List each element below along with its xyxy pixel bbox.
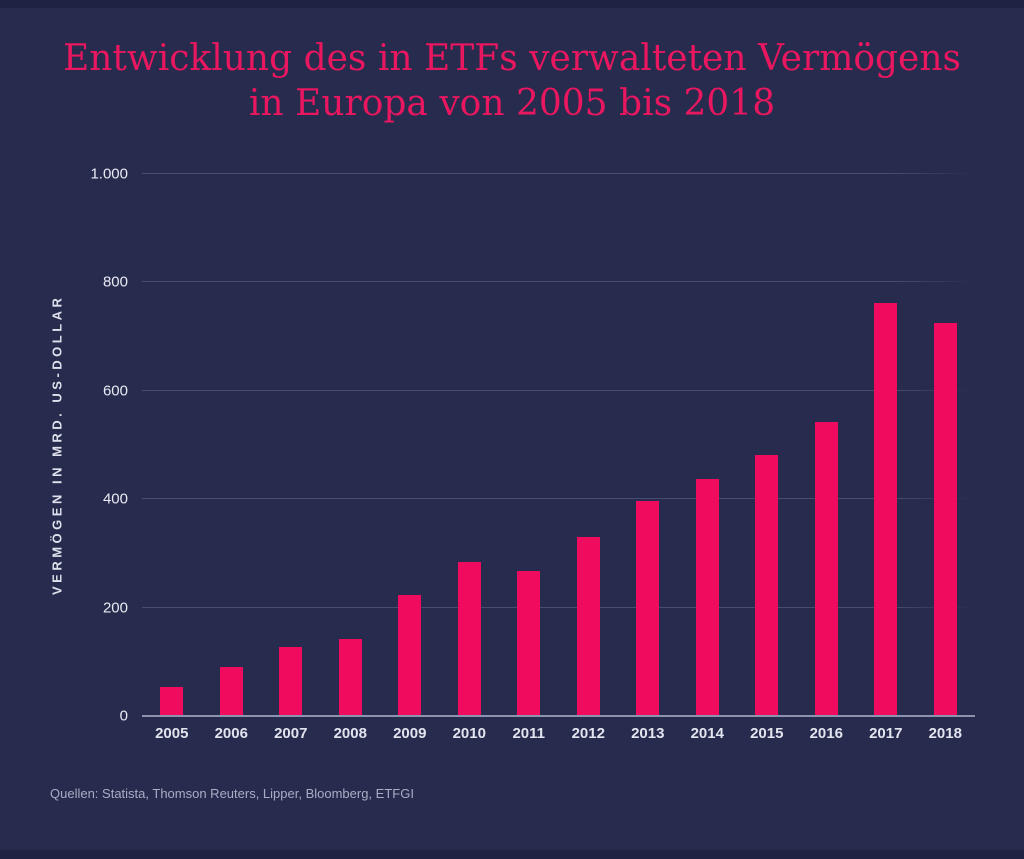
- y-tick-label: 400: [102, 490, 128, 508]
- y-tick-label: 1.000: [90, 165, 128, 183]
- x-tick-label-2011: 2011: [512, 725, 546, 742]
- bar-2013: [636, 501, 660, 716]
- bar-slot-2014: [678, 174, 738, 716]
- gridline: [142, 606, 975, 608]
- bar-2006: [219, 667, 243, 716]
- bar-2009: [398, 594, 422, 716]
- y-axis-ticks: 0 200 400 600 800 1.000: [0, 0, 128, 859]
- bar-2011: [517, 571, 541, 716]
- bar-2007: [279, 646, 303, 716]
- bar-slot-2010: [440, 174, 500, 716]
- bar-slot-2009: [380, 174, 440, 716]
- bar-2016: [814, 422, 838, 716]
- x-tick-label-2006: 2006: [214, 725, 248, 742]
- x-tick-label-2007: 2007: [274, 725, 308, 742]
- x-tick-label-2018: 2018: [928, 725, 962, 742]
- x-tick-label-2013: 2013: [631, 725, 665, 742]
- x-tick-label-2016: 2016: [809, 725, 843, 742]
- gridline: [142, 498, 975, 500]
- bar-2014: [695, 478, 719, 716]
- source-text: Quellen: Statista, Thomson Reuters, Lipp…: [50, 786, 414, 801]
- bar-slot-2017: [856, 174, 916, 716]
- bar-2017: [874, 303, 898, 716]
- bars: [142, 174, 975, 716]
- x-tick-label-2005: 2005: [155, 725, 189, 742]
- y-tick-label: 0: [119, 707, 128, 725]
- chart-title-line-1: Entwicklung des in ETFs verwalteten Verm…: [62, 38, 962, 79]
- x-tick-label-2008: 2008: [333, 725, 367, 742]
- x-axis-line: [142, 715, 975, 717]
- x-tick-label-2009: 2009: [393, 725, 427, 742]
- bar-slot-2005: [142, 174, 202, 716]
- plot-area: [142, 173, 975, 717]
- bar-2005: [160, 686, 184, 716]
- top-edge-band: [0, 0, 1024, 8]
- bar-slot-2012: [559, 174, 619, 716]
- gridline: [142, 389, 975, 391]
- y-tick-label: 600: [102, 382, 128, 400]
- bar-2015: [755, 455, 779, 716]
- gridline: [142, 173, 975, 174]
- bar-slot-2006: [202, 174, 262, 716]
- bar-slot-2011: [499, 174, 559, 716]
- bar-2008: [338, 638, 362, 716]
- x-tick-label-2014: 2014: [690, 725, 724, 742]
- bar-slot-2016: [797, 174, 857, 716]
- chart-title: Entwicklung des in ETFs verwalteten Verm…: [0, 36, 1024, 126]
- x-tick-label-2012: 2012: [571, 725, 605, 742]
- bar-slot-2018: [916, 174, 976, 716]
- chart-title-line-2: in Europa von 2005 bis 2018: [248, 83, 776, 124]
- y-tick-label: 200: [102, 599, 128, 617]
- bar-2018: [933, 322, 957, 716]
- bar-2012: [576, 536, 600, 716]
- x-tick-label-2017: 2017: [869, 725, 903, 742]
- bar-2010: [457, 562, 481, 716]
- gridline: [142, 281, 975, 283]
- bar-slot-2015: [737, 174, 797, 716]
- y-tick-label: 800: [102, 273, 128, 291]
- x-tick-label-2010: 2010: [452, 725, 486, 742]
- bar-slot-2007: [261, 174, 321, 716]
- x-tick-label-2015: 2015: [750, 725, 784, 742]
- x-axis-labels: 2005 2006 2007 2008 2009 2010 2011 2012 2013 2014…: [142, 725, 975, 742]
- bar-slot-2008: [321, 174, 381, 716]
- bar-slot-2013: [618, 174, 678, 716]
- bottom-edge-band: [0, 850, 1024, 859]
